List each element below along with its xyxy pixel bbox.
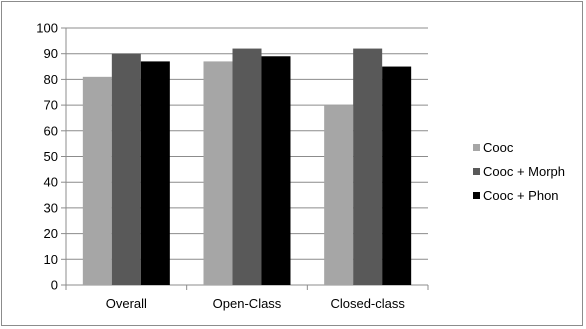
y-tick-label-90: 90: [44, 46, 58, 61]
y-tick-label-100: 100: [36, 21, 58, 36]
bar-closed-class-cooc-morph: [353, 48, 383, 286]
y-tick-label-10: 10: [44, 252, 58, 267]
bar-open-class-cooc-morph: [232, 48, 262, 286]
x-tick-label-overall: Overall: [106, 296, 147, 311]
bar-open-class-cooc-phon: [261, 56, 291, 285]
x-tick-label-open-class: Open-Class: [213, 296, 282, 311]
x-tick-label-closed-class: Closed-class: [330, 296, 405, 311]
y-tick-label-70: 70: [44, 98, 58, 113]
legend-label-2: Cooc + Phon: [483, 188, 559, 203]
bar-overall-cooc: [82, 76, 112, 285]
bar-open-class-cooc: [203, 61, 233, 285]
bar-overall-cooc-morph: [111, 53, 141, 286]
bar-overall-cooc-phon: [140, 61, 170, 285]
legend-swatch-2: [473, 192, 480, 199]
y-tick-label-20: 20: [44, 226, 58, 241]
bar-closed-class-cooc-phon: [382, 66, 412, 285]
legend-swatch-0: [473, 144, 480, 151]
y-tick-label-40: 40: [44, 175, 58, 190]
y-tick-label-30: 30: [44, 200, 58, 215]
legend-label-0: Cooc: [483, 140, 514, 155]
y-tick-label-60: 60: [44, 123, 58, 138]
legend-label-1: Cooc + Morph: [483, 164, 565, 179]
y-tick-label-0: 0: [51, 278, 58, 293]
legend-swatch-1: [473, 168, 480, 175]
y-tick-label-80: 80: [44, 72, 58, 87]
bar-closed-class-cooc: [324, 105, 354, 285]
y-tick-label-50: 50: [44, 149, 58, 164]
